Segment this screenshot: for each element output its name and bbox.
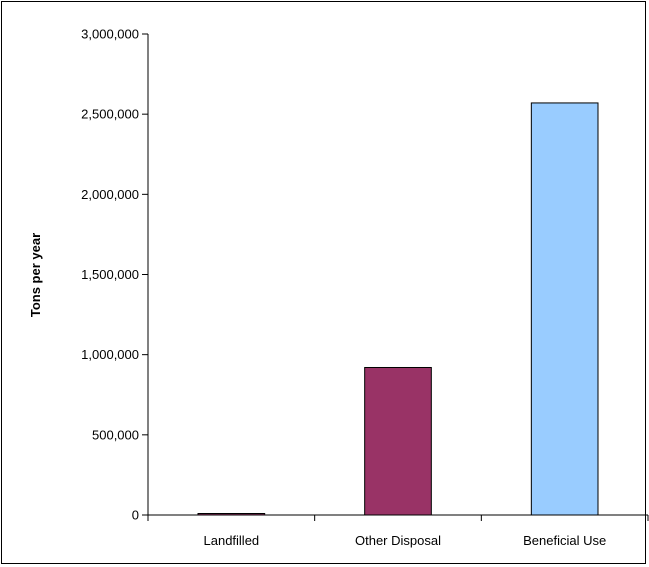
y-tick-label: 1,000,000 xyxy=(81,347,139,362)
x-category-label: Other Disposal xyxy=(355,533,441,548)
y-tick-label: 3,000,000 xyxy=(81,27,139,42)
bar-landfilled xyxy=(197,513,266,516)
y-axis-title: Tons per year xyxy=(28,233,43,317)
y-tick-label: 500,000 xyxy=(92,427,139,442)
y-tick-label: 2,500,000 xyxy=(81,107,139,122)
x-category-label: Landfilled xyxy=(204,533,260,548)
y-tick-label: 2,000,000 xyxy=(81,187,139,202)
x-axis xyxy=(147,514,649,521)
bar-beneficial-use xyxy=(530,102,599,516)
labels: Landfilled Other Disposal Beneficial Use xyxy=(204,533,607,548)
y-axis: 0 500,000 1,000,000 1,500,000 2,000,000 2,500… xyxy=(81,27,149,523)
y-tick-label: 0 xyxy=(132,508,139,523)
y-tick-label: 1,500,000 xyxy=(81,267,139,282)
x-category-label: Beneficial Use xyxy=(523,533,606,548)
bars xyxy=(197,102,599,516)
bar-other-disposal xyxy=(364,366,432,516)
